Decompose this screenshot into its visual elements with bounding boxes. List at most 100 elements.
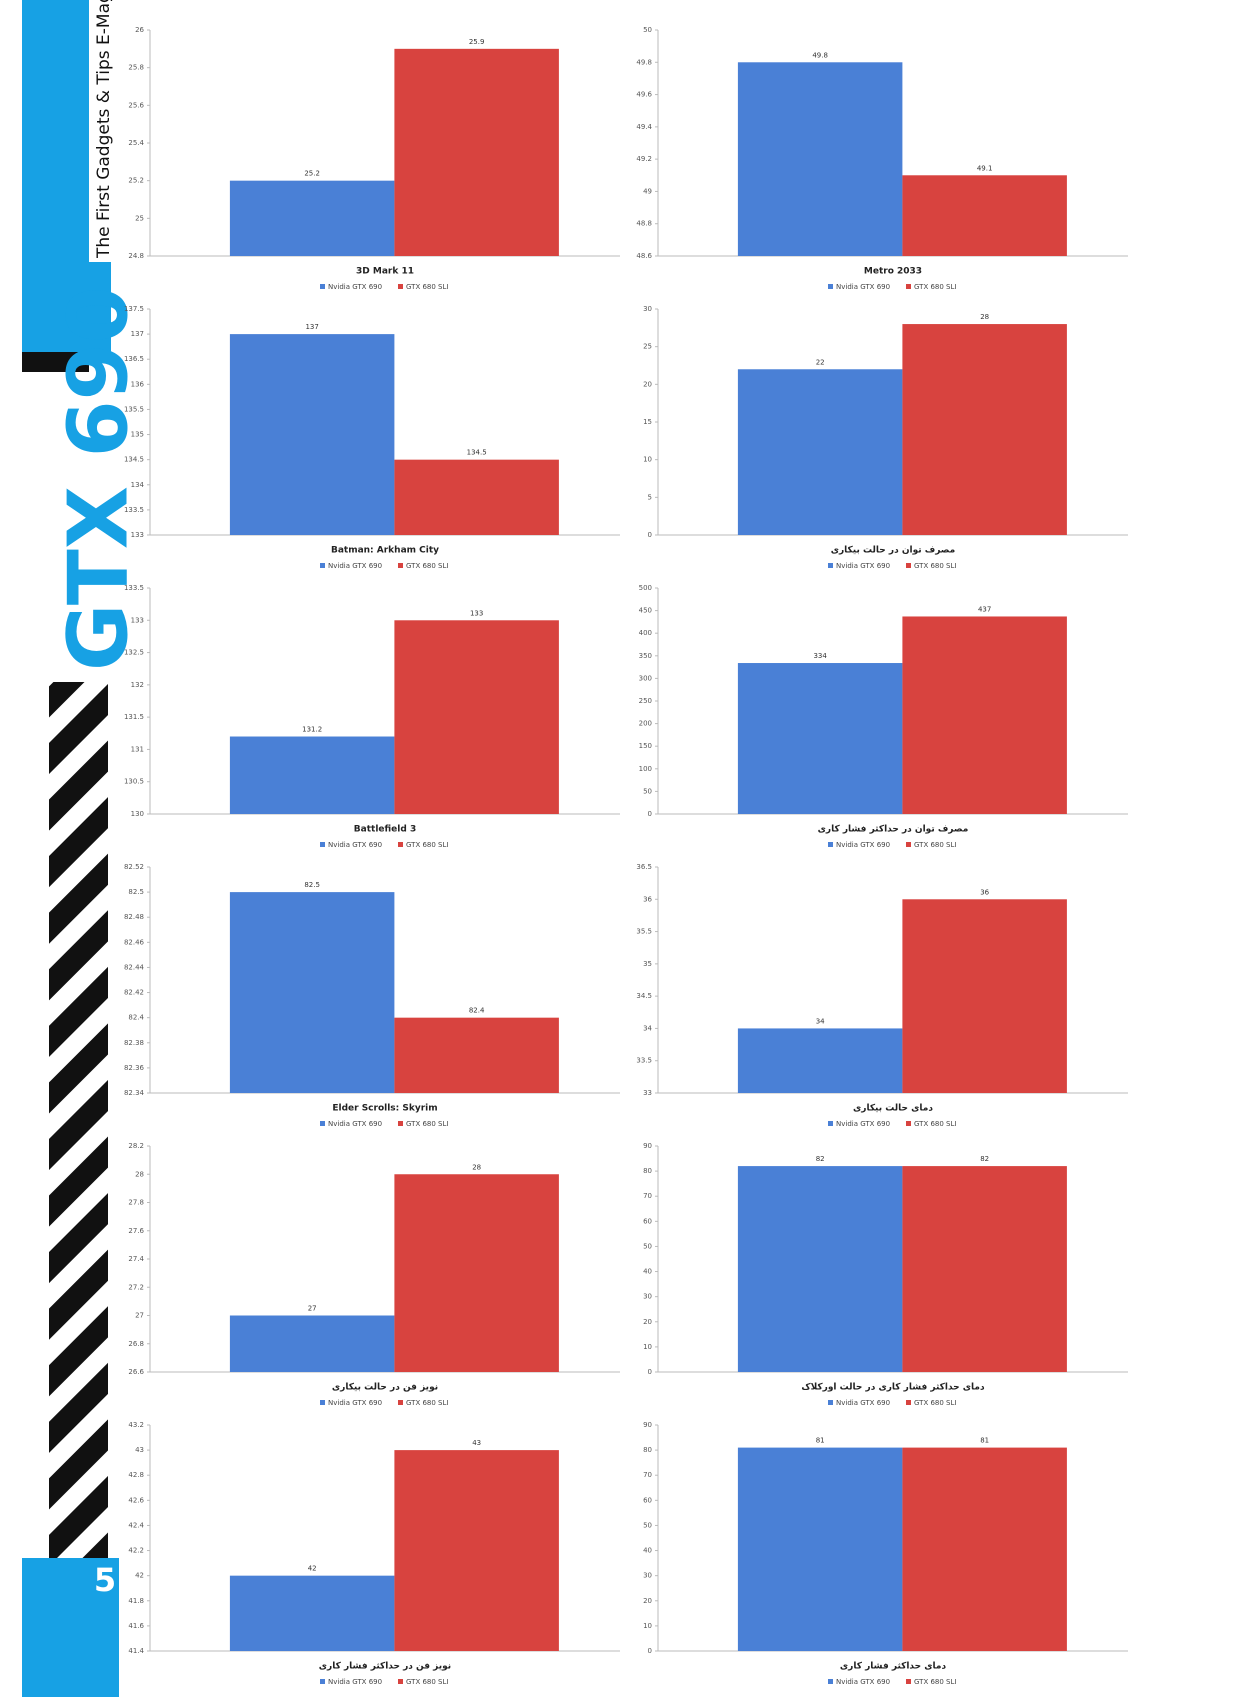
y-tick-label: 30 (643, 1572, 652, 1580)
category-label: مصرف توان در حالت بیکاری (831, 546, 955, 556)
chart: 0 5 10 15 20 25 30 22 Nvidia GTX 690 28 GTX 680 SL… (643, 305, 1128, 570)
legend-swatch (398, 1400, 403, 1405)
tagline: The First Gadgets & Tips E-Mag (94, 0, 114, 259)
y-tick-label: 135 (131, 431, 144, 439)
y-tick-label: 80 (643, 1167, 652, 1175)
y-tick-label: 60 (643, 1496, 652, 1504)
value-label: 133 (470, 609, 483, 617)
legend-label: Nvidia GTX 690 (836, 1399, 890, 1407)
value-label: 43 (472, 1439, 481, 1447)
bar (394, 48, 559, 257)
sidebar-title: GTX 690 (51, 286, 146, 671)
legend-label: GTX 680 SLI (406, 283, 448, 291)
y-tick-label: 48.8 (636, 220, 652, 228)
legend-swatch (320, 284, 325, 289)
y-tick-label: 82.5 (128, 888, 144, 896)
y-tick-label: 82.48 (124, 913, 144, 921)
y-tick-label: 136.5 (124, 355, 144, 363)
chart: 0 10 20 30 40 50 60 70 80 90 81 Nvidia GTX 690 81 GTX… (643, 1421, 1128, 1686)
y-tick-label: 28.2 (128, 1142, 144, 1150)
y-tick-label: 25.2 (128, 177, 144, 185)
legend-swatch (320, 1121, 325, 1126)
chart: 41.4 41.6 41.8 42 42.2 42.4 42.6 42.8 43 43.2 42 Nv… (128, 1421, 620, 1686)
category-label: Metro 2033 (864, 267, 922, 277)
y-tick-label: 0 (648, 531, 652, 539)
legend-label: Nvidia GTX 690 (328, 1120, 382, 1128)
legend-swatch (828, 842, 833, 847)
bar (902, 175, 1067, 256)
y-tick-label: 15 (643, 418, 652, 426)
value-label: 82.4 (469, 1007, 485, 1015)
legend-label: Nvidia GTX 690 (836, 283, 890, 291)
bar (902, 899, 1067, 1093)
y-tick-label: 130 (131, 810, 144, 818)
y-tick-label: 41.4 (128, 1647, 144, 1655)
y-tick-label: 26.8 (128, 1340, 144, 1348)
legend-label: GTX 680 SLI (406, 1120, 448, 1128)
y-tick-label: 41.8 (128, 1597, 144, 1605)
y-tick-label: 5 (648, 493, 652, 501)
page-number-box (22, 1558, 119, 1697)
legend-label: GTX 680 SLI (914, 841, 956, 849)
category-label: مصرف توان در حداکثر فشار کاری (818, 825, 969, 835)
y-tick-label: 134 (131, 481, 145, 489)
legend-label: Nvidia GTX 690 (328, 841, 382, 849)
y-tick-label: 10 (643, 456, 652, 464)
y-tick-label: 49.2 (636, 155, 652, 163)
legend-swatch (906, 1121, 911, 1126)
y-tick-label: 34 (643, 1024, 652, 1032)
y-tick-label: 35 (643, 960, 652, 968)
category-label: دمای حالت بیکاری (853, 1104, 933, 1114)
y-tick-label: 135.5 (124, 405, 144, 413)
y-tick-label: 82.38 (124, 1039, 144, 1047)
y-tick-label: 0 (648, 1368, 652, 1376)
value-label: 49.8 (812, 51, 828, 59)
bar (229, 892, 395, 1093)
y-tick-label: 137.5 (124, 305, 144, 313)
y-tick-label: 10 (643, 1622, 652, 1630)
bar (229, 1575, 395, 1651)
value-label: 25.9 (469, 38, 485, 46)
legend-swatch (828, 284, 833, 289)
value-label: 22 (816, 358, 825, 366)
legend-label: Nvidia GTX 690 (328, 1678, 382, 1686)
chart: 24.8 25 25.2 25.4 25.6 25.8 26 25.2 Nvidia GTX 6… (128, 26, 620, 291)
legend-swatch (320, 1400, 325, 1405)
legend-swatch (320, 842, 325, 847)
y-tick-label: 24.8 (128, 252, 144, 260)
y-tick-label: 49 (643, 187, 652, 195)
legend-label: Nvidia GTX 690 (328, 1399, 382, 1407)
y-tick-label: 0 (648, 1647, 652, 1655)
y-tick-label: 133 (131, 616, 144, 624)
y-tick-label: 42 (135, 1572, 144, 1580)
chart: 82.34 82.36 82.38 82.4 82.42 82.44 82.46 82.48 8… (124, 863, 620, 1128)
y-tick-label: 82.4 (128, 1014, 144, 1022)
y-tick-label: 50 (643, 1242, 652, 1250)
chart: 133 133.5 134 134.5 135 135.5 136 136.5 137 137.5… (124, 305, 620, 570)
sidebar-band (22, 0, 89, 352)
category-label: Batman: Arkham City (331, 546, 439, 556)
value-label: 131.2 (302, 726, 322, 734)
y-tick-label: 500 (639, 584, 652, 592)
bar (737, 1447, 903, 1651)
value-label: 134.5 (467, 449, 487, 457)
category-label: Battlefield 3 (354, 825, 416, 835)
y-tick-label: 42.8 (128, 1471, 144, 1479)
y-tick-label: 133.5 (124, 506, 144, 514)
value-label: 137 (305, 323, 318, 331)
bar (902, 1166, 1067, 1372)
category-label: نویز فن در حالت بیکاری (332, 1383, 438, 1393)
y-tick-label: 49.8 (636, 58, 652, 66)
bar (394, 459, 559, 535)
legend-label: Nvidia GTX 690 (836, 562, 890, 570)
bar (229, 180, 395, 256)
y-tick-label: 50 (643, 26, 652, 34)
y-tick-label: 70 (643, 1192, 652, 1200)
value-label: 437 (978, 605, 991, 613)
category-label: 3D Mark 11 (356, 267, 414, 277)
bar (737, 1166, 903, 1372)
y-tick-label: 60 (643, 1217, 652, 1225)
y-tick-label: 136 (131, 380, 145, 388)
y-tick-label: 34.5 (636, 992, 652, 1000)
